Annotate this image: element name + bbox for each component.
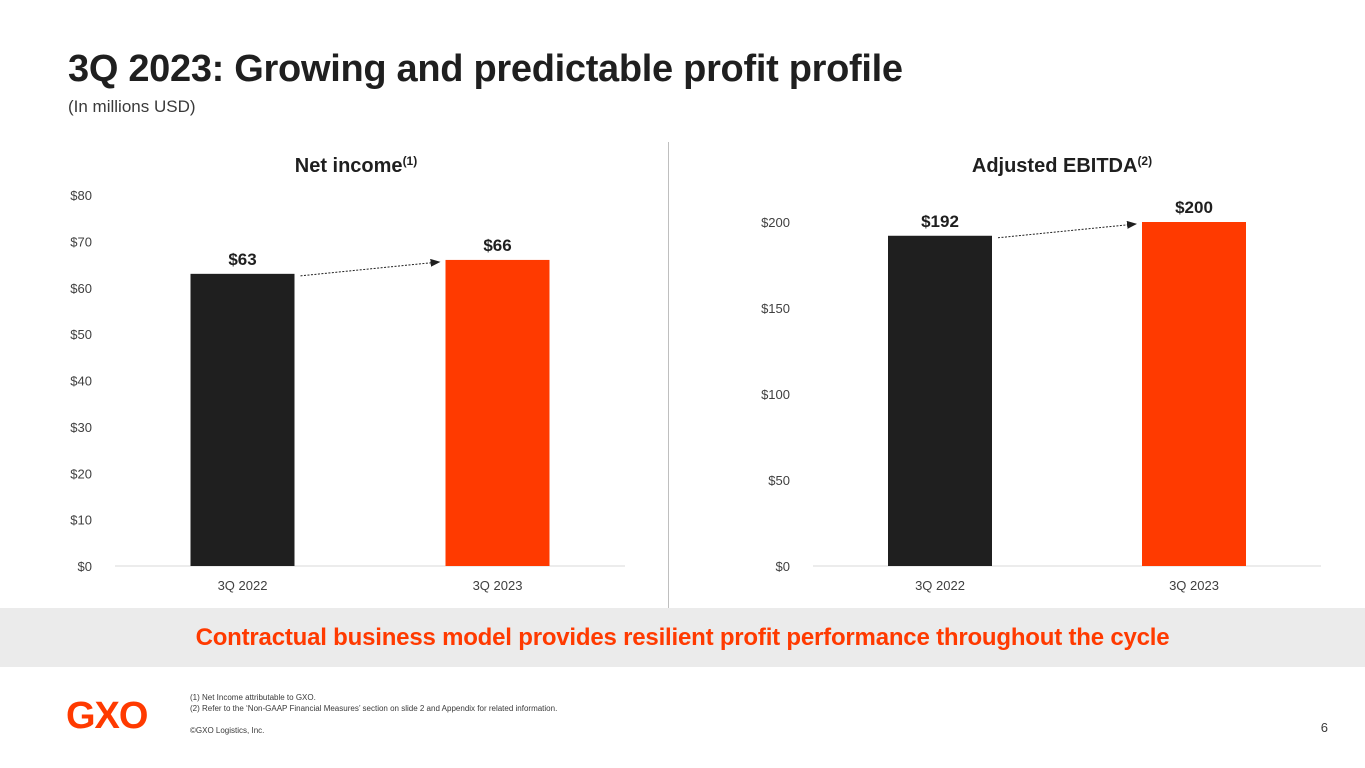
y-tick-label: $150 xyxy=(761,301,790,316)
bar-3q-2023 xyxy=(445,259,550,566)
gxo-logo: GXO xyxy=(66,694,162,739)
y-tick-label: $10 xyxy=(70,513,92,528)
y-tick-label: $0 xyxy=(78,559,92,574)
y-tick-label: $70 xyxy=(70,234,92,249)
bar-3q-2022 xyxy=(190,273,295,566)
footnote-2: (2) Refer to the ‘Non-GAAP Financial Mea… xyxy=(190,704,558,713)
data-label: $200 xyxy=(1175,198,1213,217)
footnotes: (1) Net Income attributable to GXO. (2) … xyxy=(190,692,557,714)
chart-title-superscript: (2) xyxy=(1137,154,1152,168)
y-tick-label: $40 xyxy=(70,374,92,389)
slide-title: 3Q 2023: Growing and predictable profit … xyxy=(68,48,903,90)
key-message-banner: Contractual business model provides resi… xyxy=(0,608,1365,667)
y-tick-label: $200 xyxy=(761,215,790,230)
data-label: $66 xyxy=(483,236,511,255)
slide-subtitle: (In millions USD) xyxy=(68,97,196,116)
bar-3q-2022 xyxy=(888,235,992,566)
copyright: ©GXO Logistics, Inc. xyxy=(190,726,265,735)
y-tick-label: $0 xyxy=(776,559,790,574)
y-tick-label: $50 xyxy=(768,473,790,488)
footnote-1: (1) Net Income attributable to GXO. xyxy=(190,693,316,702)
chart-title: Adjusted EBITDA(2) xyxy=(972,154,1152,177)
data-label: $63 xyxy=(228,250,256,269)
chart-title-superscript: (1) xyxy=(403,154,418,168)
trend-arrow xyxy=(997,220,1137,239)
y-tick-label: $50 xyxy=(70,327,92,342)
chart-divider xyxy=(668,142,669,608)
y-tick-label: $30 xyxy=(70,420,92,435)
data-label: $192 xyxy=(921,212,959,231)
bar-3q-2023 xyxy=(1142,222,1246,566)
banner-text: Contractual business model provides resi… xyxy=(195,623,1170,651)
adjusted-ebitda-chart: Adjusted EBITDA(2) $0 $50 $100 $150 $200 $192 3… xyxy=(735,140,1335,600)
y-tick-label: $100 xyxy=(761,387,790,402)
category-label: 3Q 2023 xyxy=(1169,578,1219,593)
trend-arrow xyxy=(300,258,441,277)
y-tick-label: $60 xyxy=(70,281,92,296)
chart-title: Net income(1) xyxy=(295,154,417,177)
category-label: 3Q 2023 xyxy=(473,578,523,593)
category-label: 3Q 2022 xyxy=(218,578,268,593)
y-tick-label: $80 xyxy=(70,188,92,203)
y-tick-label: $20 xyxy=(70,466,92,481)
net-income-chart: Net income(1) $0 $10 $20 $30 $40 $50 $60 $70 $80 $… xyxy=(40,140,640,600)
logo-text: GXO xyxy=(66,695,147,734)
page-number: 6 xyxy=(1320,720,1328,735)
net-income-chart-svg: Net income(1) $0 $10 $20 $30 $40 $50 $60 $70 $80 $… xyxy=(70,154,625,593)
category-label: 3Q 2022 xyxy=(915,578,965,593)
adjusted-ebitda-chart-svg: Adjusted EBITDA(2) $0 $50 $100 $150 $200 $192 3… xyxy=(761,154,1321,593)
gxo-logo-mark: GXO xyxy=(66,695,148,737)
